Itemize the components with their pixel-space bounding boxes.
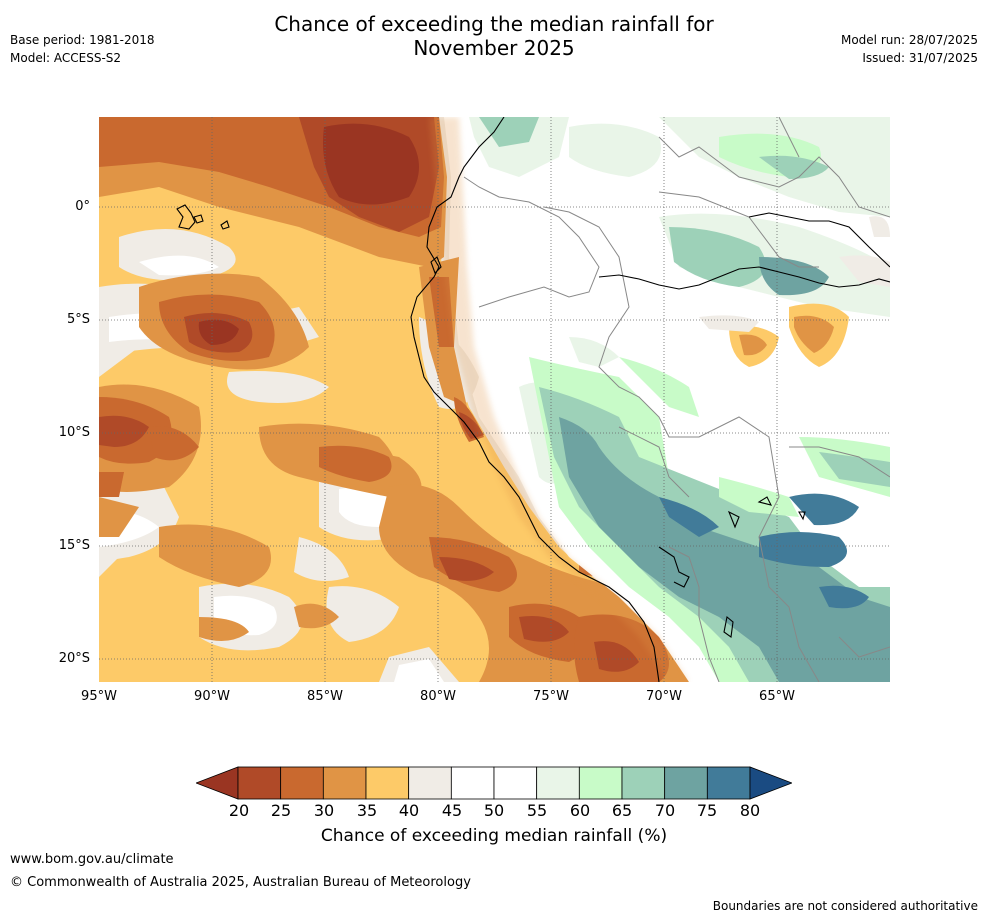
colorbar-tick-80: 80: [739, 801, 761, 820]
website-link[interactable]: www.bom.gov.au/climate: [10, 852, 174, 867]
disclaimer-text: Boundaries are not considered authoritat…: [712, 899, 978, 913]
model-run: Model run: 28/07/2025: [840, 33, 978, 47]
colorbar-segment: [621, 766, 666, 800]
contour-softening: [429, 117, 689, 682]
colorbar-segment: [280, 766, 324, 800]
map-svg: [99, 117, 890, 682]
lon-label-65w: 65°W: [759, 689, 795, 704]
colorbar-extend-low: [196, 766, 239, 800]
colorbar-tick-20: 20: [228, 801, 250, 820]
lat-label-20s: 20°S: [58, 651, 90, 666]
country-boundaries: [463, 117, 890, 682]
lon-label-90w: 90°W: [194, 689, 230, 704]
colorbar-segment: [408, 766, 452, 800]
colorbar-tick-50: 50: [483, 801, 505, 820]
colorbar-tick-55: 55: [526, 801, 548, 820]
lat-label-15s: 15°S: [58, 538, 90, 553]
colorbar-tick-40: 40: [398, 801, 420, 820]
colorbar: [196, 766, 792, 800]
colorbar-tick-25: 25: [270, 801, 292, 820]
model-name: Model: ACCESS-S2: [10, 51, 122, 65]
copyright-text: © Commonwealth of Australia 2025, Austra…: [10, 875, 471, 890]
colorbar-tick-65: 65: [611, 801, 633, 820]
colorbar-tick-30: 30: [313, 801, 335, 820]
colorbar-tick-70: 70: [654, 801, 676, 820]
colorbar-segment: [706, 766, 751, 800]
title-line-2: November 2025: [413, 36, 575, 60]
colorbar-segment: [322, 766, 367, 800]
colorbar-segment: [578, 766, 623, 800]
base-period: Base period: 1981-2018: [10, 33, 155, 47]
lon-label-85w: 85°W: [307, 689, 343, 704]
map-title: Chance of exceeding the median rainfall …: [194, 12, 794, 60]
colorbar-segment: [450, 766, 495, 800]
colorbar-tick-45: 45: [441, 801, 463, 820]
colorbar-tick-75: 75: [696, 801, 718, 820]
lat-label-10s: 10°S: [58, 425, 90, 440]
ocean-below-20-region: [198, 123, 419, 345]
issued-date: Issued: 31/07/2025: [862, 51, 978, 65]
colorbar-extend-high: [749, 766, 792, 800]
colorbar-segment: [536, 766, 580, 800]
lon-label-70w: 70°W: [646, 689, 682, 704]
lat-label-0: 0°: [75, 199, 90, 214]
lat-label-5s: 5°S: [66, 312, 90, 327]
title-line-1: Chance of exceeding the median rainfall …: [274, 12, 714, 36]
coastline: [176, 117, 890, 682]
lon-label-75w: 75°W: [533, 689, 569, 704]
colorbar-tick-35: 35: [356, 801, 378, 820]
colorbar-segment: [493, 766, 538, 800]
lon-label-95w: 95°W: [81, 689, 117, 704]
colorbar-segment: [664, 766, 708, 800]
right-metadata: Model run: 28/07/2025 Issued: 31/07/2025: [841, 31, 978, 67]
rainfall-map: [99, 117, 890, 682]
colorbar-segment: [237, 766, 282, 800]
lon-label-80w: 80°W: [420, 689, 456, 704]
left-metadata: Base period: 1981-2018 Model: ACCESS-S2: [10, 31, 155, 67]
graticule: [99, 117, 890, 682]
colorbar-tick-60: 60: [569, 801, 591, 820]
colorbar-label: Chance of exceeding median rainfall (%): [320, 826, 668, 846]
colorbar-segment: [365, 766, 410, 800]
